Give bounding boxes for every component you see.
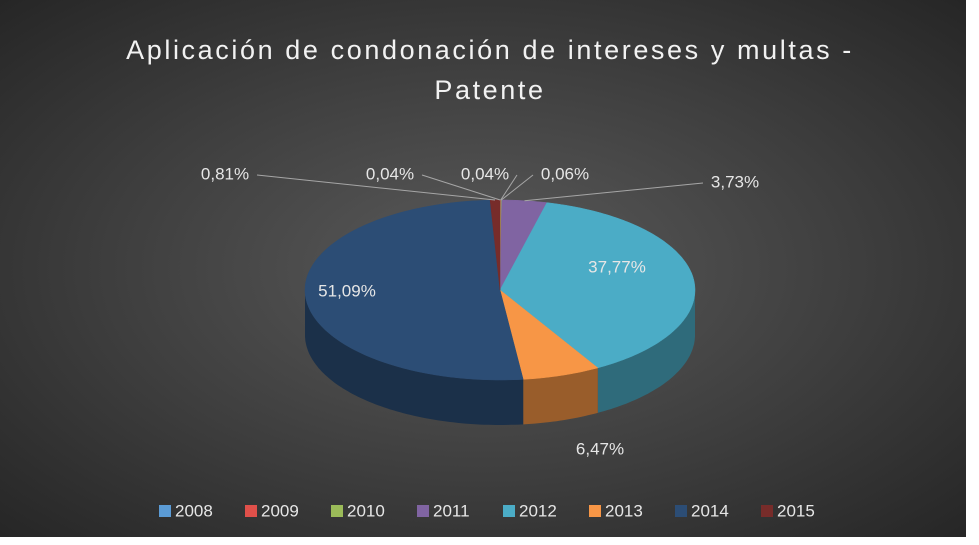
data-label: 37,77% [588, 257, 646, 276]
legend-swatch [331, 505, 343, 517]
slice [304, 199, 524, 381]
legend-label: 2009 [261, 501, 299, 520]
data-label: 0,04% [366, 164, 414, 183]
data-label: 0,04% [461, 164, 509, 183]
legend-swatch [503, 505, 515, 517]
legend-swatch [675, 505, 687, 517]
data-label: 6,47% [576, 439, 624, 458]
legend-label: 2012 [519, 501, 557, 520]
slice [489, 199, 501, 291]
data-label: 51,09% [318, 281, 376, 300]
legend-swatch [589, 505, 601, 517]
legend-swatch [159, 505, 171, 517]
leader-line [500, 174, 518, 201]
chart-title: Aplicación de condonación de intereses y… [126, 35, 854, 105]
legend-label: 2011 [433, 501, 470, 520]
slice-side [523, 367, 598, 425]
slice-side [305, 290, 524, 425]
legend-label: 2010 [347, 501, 385, 520]
data-label: 0,81% [201, 164, 249, 183]
leader-line [256, 174, 496, 201]
leader-line [524, 182, 704, 202]
leader-line [421, 174, 501, 201]
legend-swatch [761, 505, 773, 517]
slice-side [597, 290, 695, 413]
leader-line [500, 174, 534, 201]
data-label: 3,73% [711, 172, 759, 191]
legend-label: 2015 [777, 501, 815, 520]
legend-label: 2013 [605, 501, 643, 520]
legend-swatch [417, 505, 429, 517]
data-label: 0,06% [541, 164, 589, 183]
legend-swatch [245, 505, 257, 517]
slice [499, 289, 599, 380]
slice [499, 202, 696, 369]
legend-label: 2014 [691, 501, 729, 520]
legend-label: 2008 [175, 501, 213, 520]
